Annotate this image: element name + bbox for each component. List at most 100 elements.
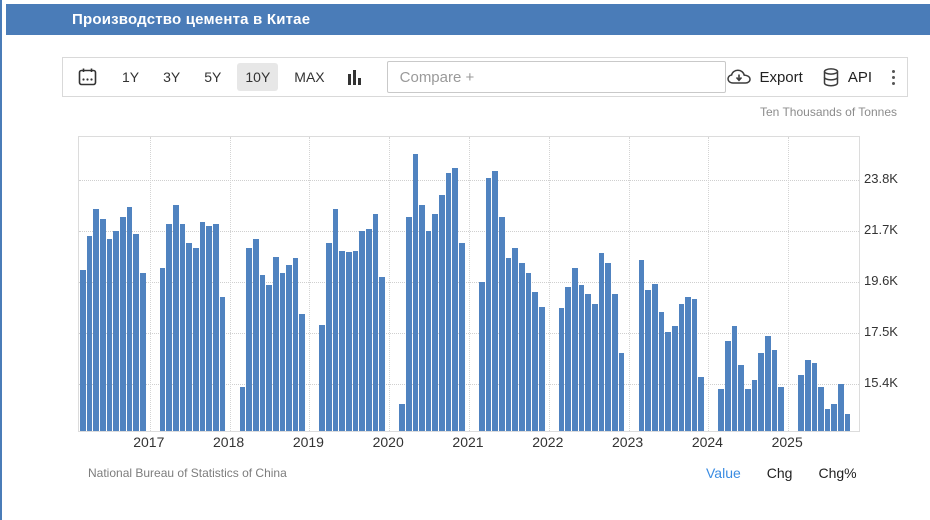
bar[interactable] (618, 352, 625, 431)
kebab-menu-icon[interactable] (892, 69, 895, 85)
bar[interactable] (126, 207, 133, 431)
bar[interactable] (592, 304, 598, 431)
bar[interactable] (698, 377, 705, 431)
bar[interactable] (80, 270, 86, 431)
bar[interactable] (346, 251, 352, 431)
bar[interactable] (605, 262, 612, 431)
bar[interactable] (831, 403, 838, 431)
bar[interactable] (479, 282, 485, 431)
bar[interactable] (658, 311, 665, 431)
export-button[interactable]: Export (726, 68, 803, 86)
chart-type-histogram-icon[interactable] (347, 68, 363, 86)
bar[interactable] (558, 307, 565, 431)
bar[interactable] (173, 204, 179, 431)
bar[interactable] (159, 267, 166, 431)
bar[interactable] (379, 277, 385, 431)
range-button-5y[interactable]: 5Y (204, 69, 222, 85)
bar[interactable] (266, 284, 272, 431)
bar[interactable] (86, 236, 93, 431)
bar[interactable] (279, 272, 286, 431)
chg-pct-link[interactable]: Chg% (818, 465, 857, 481)
bar[interactable] (778, 386, 784, 431)
bar[interactable] (292, 258, 299, 431)
bar[interactable] (113, 231, 119, 431)
bar[interactable] (99, 219, 106, 431)
bar[interactable] (725, 340, 731, 431)
bar[interactable] (804, 360, 811, 431)
bar[interactable] (811, 362, 818, 431)
bar[interactable] (685, 296, 691, 431)
bar[interactable] (213, 224, 219, 431)
bar[interactable] (512, 248, 518, 431)
bar[interactable] (824, 408, 831, 431)
compare-input[interactable] (386, 61, 727, 93)
range-button-max[interactable]: MAX (294, 69, 325, 85)
bar[interactable] (665, 332, 671, 431)
bar[interactable] (359, 231, 365, 431)
bar[interactable] (272, 256, 279, 431)
bar[interactable] (246, 248, 252, 431)
bar[interactable] (439, 194, 445, 431)
bar[interactable] (432, 214, 439, 431)
bar[interactable] (252, 238, 259, 431)
bar[interactable] (612, 294, 618, 431)
bar[interactable] (405, 216, 412, 431)
bar[interactable] (645, 289, 651, 431)
bar[interactable] (399, 403, 405, 431)
chart-plot-area[interactable] (78, 136, 860, 432)
bar[interactable] (671, 326, 678, 431)
bar[interactable] (93, 209, 99, 431)
bar[interactable] (598, 253, 605, 431)
bar[interactable] (133, 233, 139, 431)
bar[interactable] (199, 221, 206, 431)
bar[interactable] (525, 272, 532, 431)
calendar-icon[interactable] (77, 67, 98, 88)
bar[interactable] (139, 272, 146, 431)
bar[interactable] (179, 224, 186, 431)
bar[interactable] (339, 250, 346, 431)
bar[interactable] (299, 313, 306, 431)
bar[interactable] (751, 379, 758, 431)
bar[interactable] (738, 364, 745, 431)
bar[interactable] (651, 283, 658, 431)
bar[interactable] (452, 168, 459, 431)
value-link[interactable]: Value (706, 465, 741, 481)
bar[interactable] (485, 177, 492, 431)
bar[interactable] (565, 287, 572, 431)
bar[interactable] (412, 153, 419, 431)
api-button[interactable]: API (821, 67, 872, 88)
bar[interactable] (459, 243, 465, 431)
bar[interactable] (518, 262, 525, 431)
bar[interactable] (365, 228, 372, 431)
bar[interactable] (425, 231, 432, 431)
bar[interactable] (764, 335, 771, 431)
bar[interactable] (372, 214, 379, 431)
bar[interactable] (445, 173, 452, 431)
chg-link[interactable]: Chg (766, 465, 793, 481)
bar[interactable] (259, 275, 266, 431)
bar[interactable] (771, 350, 778, 431)
bar[interactable] (332, 209, 339, 431)
bar[interactable] (106, 238, 113, 431)
bar[interactable] (691, 299, 698, 431)
bar[interactable] (585, 294, 592, 431)
bar[interactable] (678, 304, 685, 431)
bar[interactable] (166, 224, 173, 431)
bar[interactable] (326, 243, 332, 431)
bar[interactable] (578, 284, 585, 431)
bar[interactable] (758, 352, 764, 431)
bar[interactable] (319, 324, 326, 431)
bar[interactable] (844, 413, 851, 431)
bar[interactable] (818, 386, 824, 431)
bar[interactable] (538, 306, 545, 431)
bar[interactable] (219, 296, 226, 431)
bar[interactable] (638, 260, 645, 431)
bar[interactable] (419, 204, 425, 431)
bar[interactable] (745, 389, 751, 431)
bar[interactable] (352, 250, 359, 431)
bar[interactable] (798, 374, 804, 431)
bar[interactable] (239, 386, 246, 431)
bar[interactable] (572, 267, 578, 431)
bar[interactable] (193, 248, 199, 431)
bar[interactable] (186, 243, 193, 431)
